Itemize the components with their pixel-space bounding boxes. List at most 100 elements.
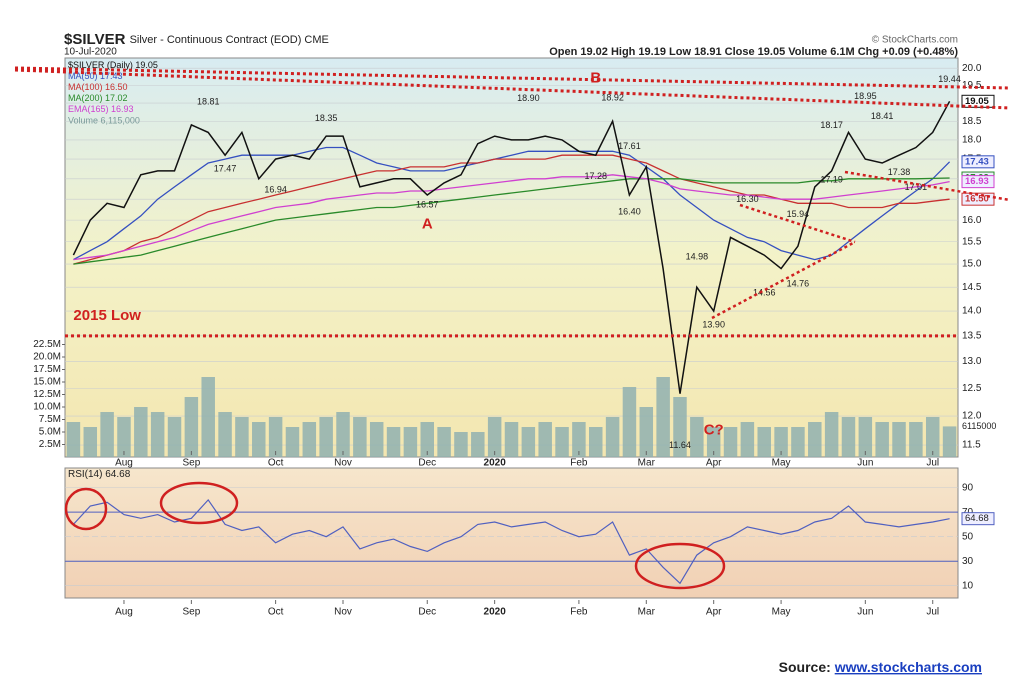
annotation: B — [590, 69, 601, 86]
volume-bar — [218, 412, 232, 457]
price-label: 17.38 — [888, 167, 911, 177]
volume-tag: 6115000 — [962, 421, 996, 431]
y-tick-label: 15.5 — [962, 236, 982, 247]
x-tick-label: Mar — [638, 607, 656, 618]
price-label: 16.30 — [736, 194, 759, 204]
x-tick-label: Jun — [857, 607, 873, 618]
moving-average — [73, 177, 950, 265]
moving-average — [73, 154, 950, 265]
x-tick-label: Apr — [706, 607, 722, 618]
volume-bar — [555, 427, 569, 457]
moving-average — [73, 174, 950, 261]
y-tick-label: 30 — [962, 556, 974, 567]
volume-bar — [622, 387, 637, 457]
title: $SILVER Silver - Continuous Contract (EO… — [64, 31, 329, 48]
volume-bar — [690, 417, 704, 457]
date: 10-Jul-2020 — [64, 47, 117, 58]
price-tag — [961, 94, 995, 108]
x-tick-label: Nov — [334, 458, 352, 469]
volume-bar — [589, 427, 603, 457]
volume-tick-label: 12.5M — [33, 389, 61, 400]
volume-bar — [808, 422, 822, 457]
x-tick-label: Apr — [706, 458, 722, 469]
y-tick-label: 14.0 — [962, 306, 982, 317]
rsi-legend: RSI(14) 64.68 — [68, 469, 131, 480]
annotation: 2015 Low — [73, 307, 141, 324]
legend-value: 17.02 — [105, 93, 128, 103]
price-tag — [961, 175, 995, 189]
x-tick-label: 2020 — [484, 458, 507, 469]
price-label: 17.19 — [820, 175, 843, 185]
volume-bar — [892, 422, 906, 457]
legend-value: 17.43 — [100, 71, 123, 81]
volume-bar — [437, 427, 451, 457]
x-tick-label: Feb — [570, 458, 588, 469]
price-label: 18.81 — [197, 96, 220, 106]
volume-bar — [117, 417, 131, 457]
x-tick-label: May — [772, 607, 791, 618]
volume-bar — [302, 422, 317, 457]
volume-bar — [454, 432, 468, 457]
x-tick-label: Jul — [926, 458, 939, 469]
volume-bar — [184, 397, 199, 457]
legend-name: MA(50) — [68, 71, 98, 81]
x-tick-label: Feb — [570, 607, 588, 618]
price-label: 14.56 — [753, 288, 776, 298]
x-tick-label: 2020 — [484, 607, 507, 618]
volume-bar — [285, 427, 300, 457]
volume-bar — [740, 422, 755, 457]
volume-bar — [875, 422, 889, 457]
legend-value: 16.93 — [111, 104, 134, 114]
annotation: A — [422, 215, 433, 232]
x-tick-label: Oct — [268, 607, 284, 618]
x-tick-label: Jul — [926, 607, 939, 618]
volume-bar — [521, 427, 536, 457]
price-label: 16.57 — [416, 200, 439, 210]
x-tick-label: Sep — [182, 458, 200, 469]
volume-bar — [336, 412, 350, 457]
x-tick-label: May — [772, 458, 791, 469]
volume-bar — [134, 407, 148, 457]
y-tick-label: 12.0 — [962, 411, 982, 422]
volume-bar — [420, 422, 434, 457]
volume-bar — [167, 417, 182, 457]
volume-bar — [656, 377, 670, 457]
volume-bar — [723, 427, 738, 457]
price-label: 19.44 — [938, 74, 961, 84]
price-label: 16.94 — [264, 185, 287, 195]
y-tick-label: 13.0 — [962, 356, 982, 367]
price-tag-label: 19.05 — [965, 96, 989, 107]
legend-entry: MA(50) 17.43 — [68, 71, 123, 81]
highlight — [159, 481, 239, 525]
y-tick-label: 10 — [962, 580, 974, 591]
y-tick-label: 13.5 — [962, 330, 982, 341]
volume-bar — [925, 417, 940, 457]
volume-bar — [706, 427, 721, 457]
volume-bar — [504, 422, 519, 457]
y-tick-label: 14.5 — [962, 282, 982, 293]
rsi-tag-label: 64.68 — [965, 513, 989, 524]
volume-bar — [252, 422, 266, 457]
price-label: 15.94 — [787, 209, 810, 219]
y-tick-label: 16.0 — [962, 215, 982, 226]
legend-entry: EMA(165) 16.93 — [68, 104, 134, 114]
volume-bar — [319, 417, 333, 457]
volume-tick-label: 2.5M — [39, 439, 61, 450]
source: Source: www.stockcharts.com — [779, 659, 982, 675]
volume-bar — [83, 427, 98, 457]
x-tick-label: Dec — [418, 607, 436, 618]
volume-bar — [858, 417, 873, 457]
volume-bar — [942, 426, 957, 457]
y-tick-label: 50 — [962, 531, 974, 542]
price-label: 18.95 — [854, 91, 877, 101]
y-tick-label: 15.0 — [962, 259, 982, 270]
legend-name: MA(200) — [68, 93, 103, 103]
volume-bar — [66, 422, 81, 457]
price-label: 17.01 — [905, 182, 928, 192]
volume-tick-label: 17.5M — [33, 364, 61, 375]
legend-entry: $SILVER (Daily) 19.05 — [68, 60, 158, 70]
x-tick-label: Aug — [115, 607, 133, 618]
triangle-line — [739, 203, 856, 244]
trendline — [844, 170, 1011, 202]
volume-bar — [824, 412, 839, 457]
